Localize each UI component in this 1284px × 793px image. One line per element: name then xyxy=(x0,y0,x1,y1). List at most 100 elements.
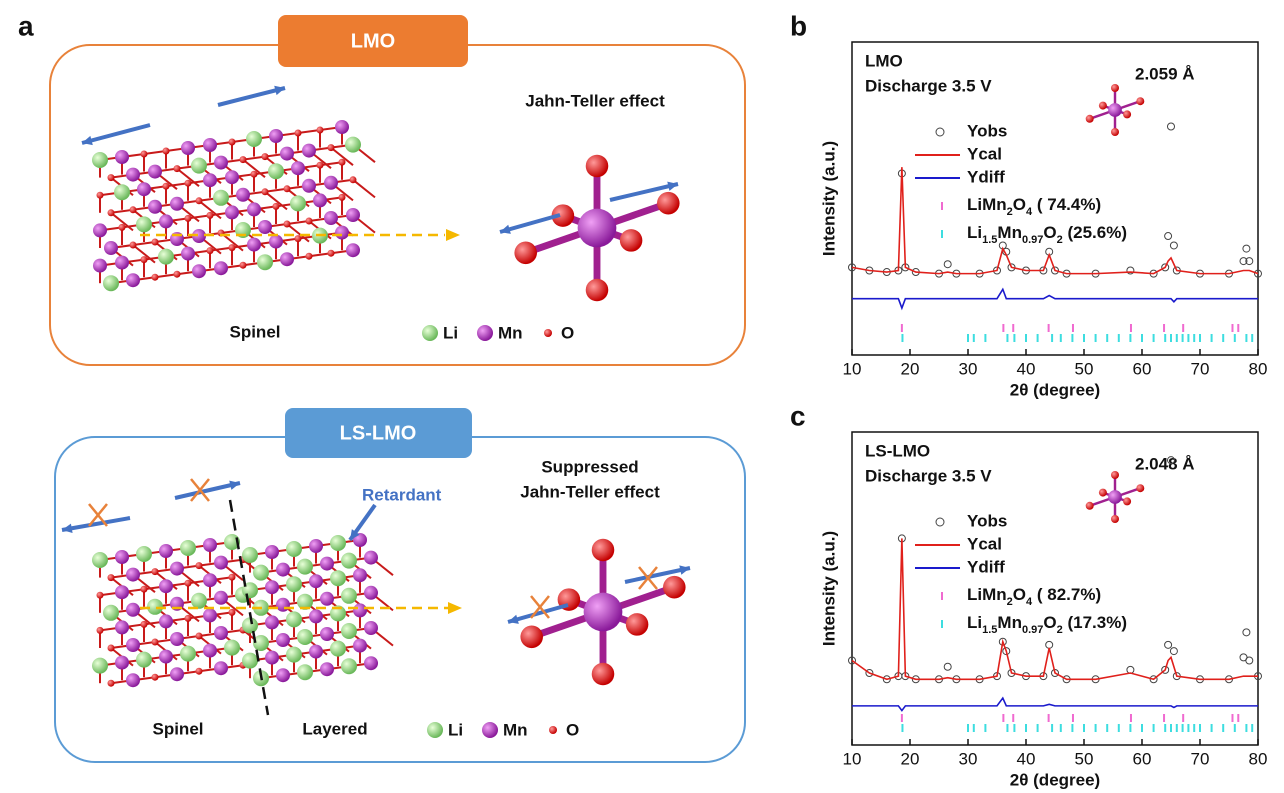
atom xyxy=(247,202,261,217)
chart-title: Discharge 3.5 V xyxy=(865,466,992,485)
atom xyxy=(246,131,262,147)
atom xyxy=(276,562,290,577)
structure-label: Spinel xyxy=(152,719,203,738)
label-part: 4 xyxy=(1026,206,1033,218)
label-part: 2 xyxy=(1057,624,1063,636)
bond xyxy=(242,155,266,161)
label-part: 1.5 xyxy=(982,624,997,636)
atom xyxy=(283,185,291,193)
atom xyxy=(115,655,129,670)
atom xyxy=(286,646,302,663)
annotation: 2.059 Å xyxy=(1135,64,1195,83)
x-tick-label: 40 xyxy=(1017,749,1036,768)
atom xyxy=(353,533,367,547)
legend-label: Li xyxy=(448,720,463,739)
atom xyxy=(309,574,323,589)
x-tick-label: 20 xyxy=(901,749,920,768)
atom xyxy=(1111,515,1119,523)
atom xyxy=(107,174,115,182)
atom xyxy=(320,662,334,677)
atom xyxy=(316,161,324,169)
structure-label: Spinel xyxy=(229,322,280,341)
atom xyxy=(214,555,228,570)
bond xyxy=(209,246,233,252)
atom xyxy=(242,617,258,634)
legend-label: Yobs xyxy=(967,121,1007,140)
bond xyxy=(308,252,332,258)
atom xyxy=(228,244,236,252)
bond xyxy=(264,187,288,193)
label-part: 4 xyxy=(1026,596,1033,608)
atom xyxy=(544,329,552,337)
atom xyxy=(104,241,118,255)
atom xyxy=(96,191,104,199)
atom xyxy=(280,146,294,161)
atom xyxy=(107,679,115,687)
x-tick-label: 50 xyxy=(1075,749,1094,768)
label-part: 1.5 xyxy=(982,234,997,246)
atom xyxy=(214,261,228,276)
arrow-head xyxy=(62,523,73,533)
obs-point xyxy=(865,669,874,678)
bond xyxy=(81,123,151,145)
legend-label: O xyxy=(561,323,574,342)
atom xyxy=(159,214,173,229)
atom xyxy=(228,138,236,146)
atom xyxy=(330,535,346,551)
legend-label: Yobs xyxy=(967,511,1007,530)
atom xyxy=(96,626,104,634)
label-part: (17.3%) xyxy=(1063,613,1127,632)
atom xyxy=(170,632,184,646)
panel-label: a xyxy=(18,10,34,41)
legend-label: O xyxy=(566,720,579,739)
atom xyxy=(346,243,360,258)
atom xyxy=(1111,84,1119,92)
bond xyxy=(352,179,376,199)
atom xyxy=(206,247,214,255)
atom xyxy=(297,593,313,610)
atom xyxy=(93,223,107,238)
atom xyxy=(1136,484,1145,493)
obs-point xyxy=(848,656,856,665)
legend-label: Ycal xyxy=(967,144,1002,163)
atom xyxy=(551,204,575,227)
atom xyxy=(137,182,151,197)
label-part: 2 xyxy=(1007,596,1013,608)
atom xyxy=(126,673,140,688)
x-axis-label: 2θ (degree) xyxy=(1010,770,1100,789)
obs-point xyxy=(1245,656,1254,665)
atom xyxy=(115,255,129,270)
atom xyxy=(1085,114,1094,123)
atom xyxy=(140,620,148,628)
atom xyxy=(477,325,493,341)
atom xyxy=(151,568,159,576)
atom xyxy=(92,657,108,674)
obs-point xyxy=(1242,244,1251,253)
label-part: O xyxy=(1043,223,1056,242)
atom xyxy=(162,182,170,190)
atom xyxy=(309,539,323,553)
arrow-head xyxy=(350,529,360,540)
atom xyxy=(225,205,239,220)
atom xyxy=(583,592,623,632)
arrow-head xyxy=(229,480,240,490)
atom xyxy=(214,590,228,605)
atom xyxy=(250,170,258,178)
bond xyxy=(110,208,134,214)
atom xyxy=(1111,471,1119,479)
bond xyxy=(319,161,343,167)
obs-point xyxy=(1164,232,1173,241)
atom xyxy=(115,620,129,635)
atom xyxy=(276,597,290,612)
legend-label: Mn xyxy=(498,323,523,342)
atom xyxy=(253,564,269,581)
atom xyxy=(195,197,203,205)
atom xyxy=(663,575,686,599)
title-box xyxy=(278,15,468,67)
effect-label: Suppressed xyxy=(541,457,638,476)
obs-point xyxy=(1051,266,1059,275)
atom xyxy=(1136,97,1145,106)
atom xyxy=(1098,488,1107,497)
atom xyxy=(1098,101,1107,110)
legend-label: Li xyxy=(443,323,458,342)
